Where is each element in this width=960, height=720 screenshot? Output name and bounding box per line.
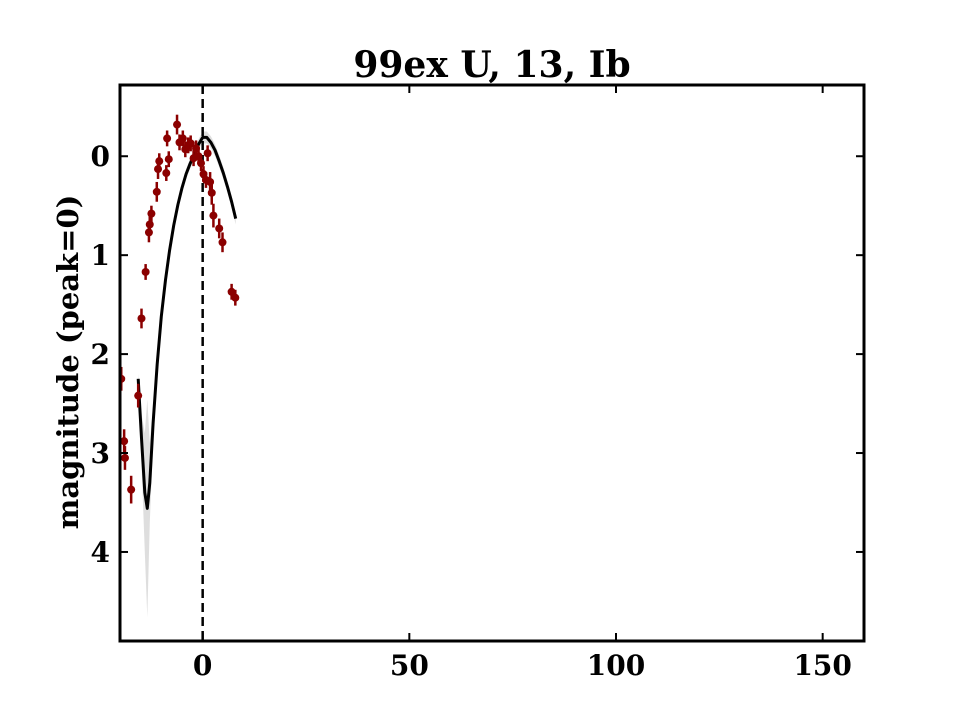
- data-marker: [145, 220, 154, 229]
- data-point: [203, 145, 212, 162]
- data-marker: [163, 134, 172, 143]
- plot-content: [120, 85, 240, 641]
- data-marker: [155, 157, 164, 166]
- data-marker: [215, 224, 224, 233]
- x-tick-label: 100: [587, 649, 645, 682]
- data-marker: [134, 391, 143, 400]
- data-point: [120, 446, 129, 470]
- data-marker: [173, 120, 182, 129]
- fit-line: [136, 135, 238, 510]
- data-marker: [218, 238, 227, 247]
- data-marker: [231, 293, 240, 302]
- data-marker: [203, 149, 212, 158]
- plot-area: [120, 85, 240, 641]
- data-marker: [227, 287, 236, 296]
- data-marker: [120, 453, 129, 462]
- data-point: [186, 135, 195, 152]
- data-marker: [178, 134, 187, 143]
- y-tick-label: 1: [91, 239, 110, 272]
- data-point: [178, 130, 187, 147]
- data-point: [164, 151, 173, 168]
- y-tick-label: 4: [91, 536, 110, 569]
- x-tick-label: 0: [193, 649, 212, 682]
- data-marker: [186, 139, 195, 148]
- data-marker: [152, 187, 161, 196]
- data-point: [134, 383, 143, 408]
- data-point: [155, 153, 164, 170]
- data-point: [162, 165, 171, 181]
- chart-title: 99ex U, 13, Ib: [353, 44, 630, 86]
- data-point: [197, 155, 206, 172]
- data-marker: [197, 159, 206, 168]
- data-point: [231, 289, 240, 306]
- data-marker: [209, 211, 218, 220]
- data-marker: [120, 437, 129, 446]
- axes: 0 50 100 150 0 1 2 3 4: [91, 83, 866, 682]
- data-point: [215, 218, 224, 239]
- data-point: [218, 232, 227, 253]
- data-point: [207, 180, 216, 205]
- data-point: [127, 475, 136, 504]
- data-marker: [127, 485, 136, 494]
- y-tick-label: 3: [91, 437, 110, 470]
- data-point: [209, 203, 218, 228]
- fit-uncertainty-band: [138, 131, 236, 618]
- x-tick-label: 150: [793, 649, 851, 682]
- data-point: [163, 130, 172, 147]
- data-marker: [164, 155, 173, 164]
- data-point: [137, 308, 146, 329]
- data-marker: [141, 267, 150, 276]
- y-axis-label: magnitude (peak=0): [51, 195, 85, 530]
- data-point: [173, 114, 182, 135]
- data-marker: [162, 169, 171, 178]
- data-marker: [207, 188, 216, 197]
- y-tick-label: 0: [91, 140, 110, 173]
- x-tick-label: 50: [390, 649, 429, 682]
- data-point: [147, 205, 156, 222]
- data-point: [141, 264, 150, 280]
- data-point: [152, 181, 161, 202]
- axes-frame: [118, 83, 866, 643]
- data-point: [145, 214, 154, 235]
- data-marker: [137, 314, 146, 323]
- data-marker: [147, 209, 156, 218]
- y-tick-label: 2: [91, 338, 110, 371]
